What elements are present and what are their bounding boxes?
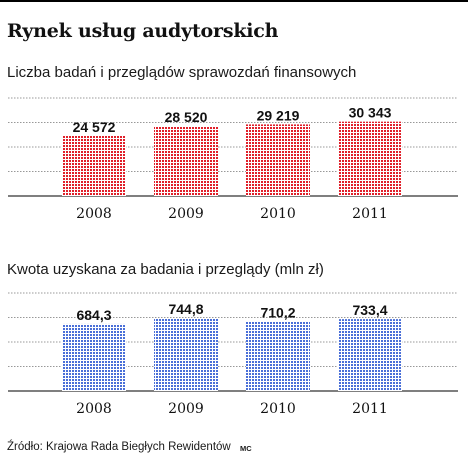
page-title: Rynek usług audytorskich bbox=[7, 20, 279, 42]
bar-2010 bbox=[246, 124, 310, 196]
tick-label-2011: 2011 bbox=[352, 206, 388, 222]
tick-label-2011: 2011 bbox=[352, 401, 388, 417]
bar-2010 bbox=[246, 321, 310, 391]
data-label-2010: 29 219 bbox=[257, 107, 300, 123]
bar-2008 bbox=[62, 323, 126, 391]
chart-title-audit-revenue: Kwota uzyskana za badania i przeglądy (m… bbox=[7, 261, 324, 278]
tick-label-2009: 2009 bbox=[168, 206, 204, 222]
tick-label-2008: 2008 bbox=[76, 401, 112, 417]
chart-audit-revenue: 684,3 2008 744,8 2009 710,2 2010 733,4 2011 bbox=[8, 292, 458, 417]
chart-title-audit-count: Liczba badań i przeglądów sprawozdań fin… bbox=[7, 64, 357, 81]
data-label-2008: 684,3 bbox=[76, 307, 111, 323]
data-label-2008: 24 572 bbox=[73, 119, 116, 135]
chart-audit-count: 24 572 2008 28 520 2009 29 219 2010 30 343 2011 bbox=[8, 97, 458, 222]
data-label-2011: 30 343 bbox=[349, 105, 392, 121]
bar-2011 bbox=[338, 121, 402, 196]
tick-label-2008: 2008 bbox=[76, 206, 112, 222]
bar-2009 bbox=[154, 318, 218, 391]
tick-label-2009: 2009 bbox=[168, 401, 204, 417]
author-credit: MC bbox=[240, 444, 252, 453]
bar-2011 bbox=[338, 319, 402, 391]
data-label-2009: 744,8 bbox=[168, 301, 203, 317]
source-note: Źródło: Krajowa Rada Biegłych Rewidentów bbox=[7, 441, 231, 453]
tick-label-2010: 2010 bbox=[260, 401, 296, 417]
data-label-2009: 28 520 bbox=[165, 109, 208, 125]
data-label-2010: 710,2 bbox=[260, 304, 295, 320]
bar-2008 bbox=[62, 135, 126, 196]
data-label-2011: 733,4 bbox=[352, 302, 387, 318]
top-rule bbox=[0, 0, 468, 2]
bar-2009 bbox=[154, 126, 218, 196]
tick-label-2010: 2010 bbox=[260, 206, 296, 222]
